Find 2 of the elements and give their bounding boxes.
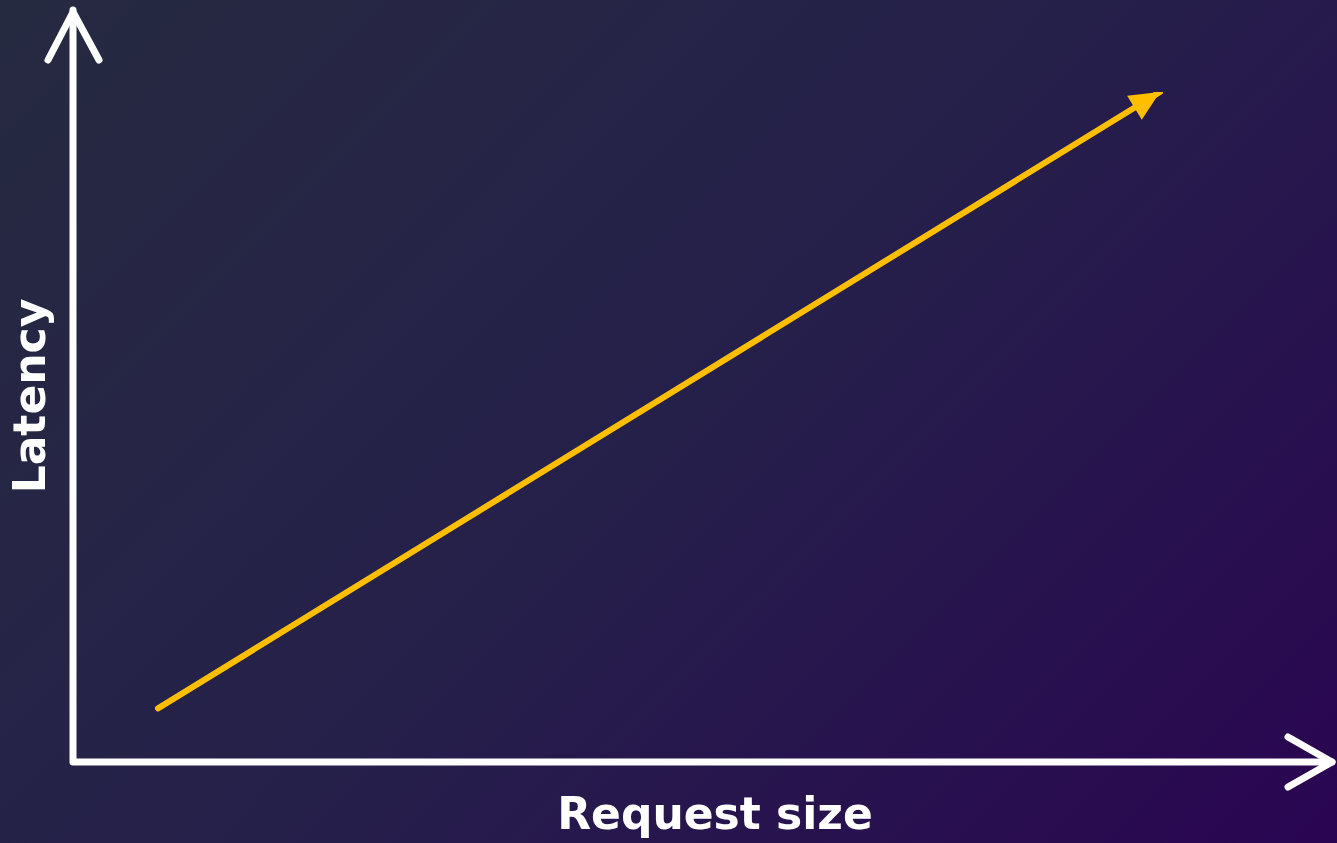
y-axis-title: Latency xyxy=(3,297,56,496)
x-axis-title: Request size xyxy=(556,787,874,841)
